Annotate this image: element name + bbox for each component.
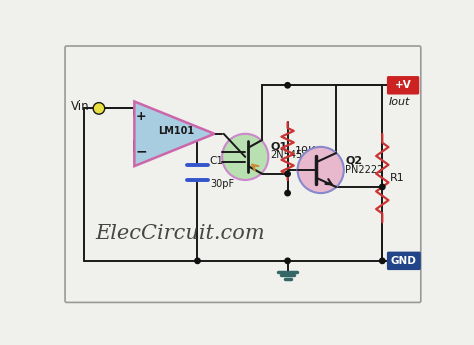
- FancyBboxPatch shape: [387, 252, 421, 270]
- Text: ElecCircuit.com: ElecCircuit.com: [95, 224, 264, 244]
- Text: Q1: Q1: [271, 141, 288, 151]
- Text: 30pF: 30pF: [210, 179, 234, 189]
- Text: 10K: 10K: [295, 146, 317, 156]
- FancyBboxPatch shape: [65, 46, 421, 303]
- Text: 2N5457: 2N5457: [271, 150, 309, 160]
- Circle shape: [285, 82, 290, 88]
- Circle shape: [93, 102, 105, 114]
- Text: −: −: [136, 145, 147, 159]
- FancyBboxPatch shape: [387, 76, 419, 95]
- Text: +V: +V: [395, 80, 411, 90]
- Circle shape: [380, 258, 385, 264]
- Text: PN2222: PN2222: [346, 165, 384, 175]
- Text: Vin: Vin: [71, 100, 90, 114]
- Polygon shape: [134, 101, 214, 166]
- Circle shape: [285, 190, 290, 196]
- Text: +: +: [136, 109, 146, 122]
- Text: GND: GND: [391, 256, 417, 266]
- Text: Iout: Iout: [389, 97, 410, 107]
- Circle shape: [380, 184, 385, 190]
- Text: LM101: LM101: [158, 126, 194, 136]
- Circle shape: [222, 134, 268, 180]
- Text: C1: C1: [210, 156, 224, 166]
- Text: Q2: Q2: [346, 156, 363, 166]
- Circle shape: [195, 258, 200, 264]
- Text: R1: R1: [390, 173, 405, 183]
- Circle shape: [285, 171, 290, 177]
- Circle shape: [298, 147, 344, 193]
- Circle shape: [285, 258, 290, 264]
